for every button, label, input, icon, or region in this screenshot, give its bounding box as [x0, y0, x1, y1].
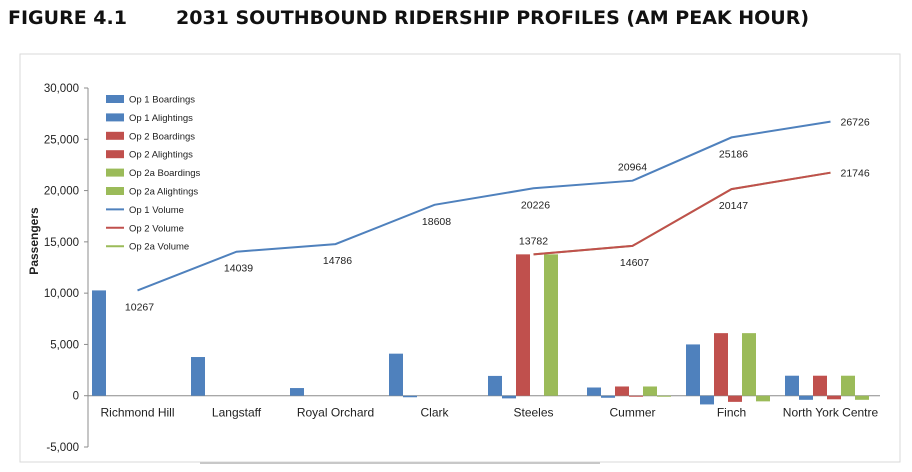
x-tick-label: Cummer [609, 406, 655, 420]
line-op-2-volume [533, 171, 831, 256]
y-tick-label: 15,000 [44, 237, 79, 249]
bar-op-1-boardings [686, 344, 700, 396]
bar-op-1-alightings [403, 395, 417, 398]
bar-op-1-alightings [502, 395, 516, 399]
data-labels: 10267 14039 14786 18608 20226 20964 25186 26726… [125, 117, 870, 314]
legend-label: Op 2a Volume [129, 242, 189, 253]
bar-op-1-alightings [700, 395, 714, 405]
y-tick-label: 20,000 [44, 186, 79, 198]
bar-op-2a-boardings [643, 386, 657, 396]
legend-label: Op 1 Volume [129, 205, 184, 216]
bar-op-2-alightings [827, 395, 841, 400]
bar-op-1-boardings [785, 375, 799, 396]
legend-label: Op 1 Alightings [129, 113, 193, 124]
bar-op-2a-alightings [657, 395, 671, 397]
y-tick-label: 25,000 [44, 134, 79, 146]
legend-swatch [106, 150, 124, 159]
figure-title: 2031 SOUTHBOUND RIDERSHIP PROFILES (AM P… [176, 7, 810, 29]
x-tick-label: Royal Orchard [297, 406, 374, 420]
y-tick-label: 10,000 [44, 288, 79, 300]
bar-op-2a-boardings [544, 254, 558, 396]
bar-op-2-boardings [516, 254, 530, 396]
legend-swatch [106, 131, 124, 140]
bar-op-1-boardings [290, 388, 304, 396]
x-tick-label: Clark [420, 406, 449, 420]
legend: Op 1 Boardings Op 1 Alightings Op 2 Boardi… [106, 95, 201, 253]
bar-op-1-boardings [92, 290, 106, 396]
legend-label: Op 2a Boardings [129, 168, 201, 179]
data-label: 14607 [620, 257, 649, 269]
legend-label: Op 2a Alightings [129, 187, 198, 198]
legend-swatch [106, 95, 124, 103]
bar-op-1-alightings [601, 395, 615, 398]
data-label: 13782 [519, 235, 548, 247]
bar-op-2-alightings [728, 395, 742, 402]
x-tick-label: Steeles [513, 406, 553, 420]
x-tick-label: North York Centre [783, 406, 879, 420]
bar-op-1-alightings [799, 395, 813, 400]
legend-label: Op 2 Volume [129, 223, 184, 234]
bar-op-2-boardings [813, 375, 827, 396]
data-label: 20964 [618, 162, 647, 174]
data-label: 18608 [422, 216, 451, 228]
data-label: 10267 [125, 301, 154, 313]
bar-op-2a-alightings [855, 395, 869, 400]
bar-op-2a-alightings [756, 395, 770, 402]
legend-swatch [106, 168, 124, 177]
bar-op-1-boardings [587, 387, 601, 396]
bar-op-2-boardings [615, 386, 629, 396]
y-tick-label: -5,000 [46, 442, 79, 454]
data-label: 20147 [719, 200, 748, 212]
bar-op-2a-boardings [742, 333, 756, 396]
data-label: 14786 [323, 255, 352, 267]
x-tick-label: Langstaff [212, 406, 262, 420]
bar-op-2a-boardings [841, 375, 855, 396]
y-tick-label: 30,000 [44, 83, 79, 95]
legend-label: Op 1 Boardings [129, 95, 195, 106]
line-op-1-volume [137, 120, 831, 292]
y-axis-label: Passengers [27, 207, 41, 275]
bar-op-1-boardings [389, 353, 403, 396]
data-label: 14039 [224, 263, 253, 275]
bars [92, 254, 869, 405]
bar-op-1-boardings [191, 357, 205, 396]
legend-label: Op 2 Alightings [129, 150, 193, 161]
y-tick-label: 5,000 [50, 339, 79, 351]
data-label: 21746 [841, 168, 870, 180]
y-tick-label: 0 [73, 391, 79, 403]
figure-number: FIGURE 4.1 [8, 7, 127, 29]
bar-op-2-boardings [714, 333, 728, 396]
x-tick-label: Richmond Hill [100, 406, 174, 420]
legend-swatch [106, 113, 124, 122]
bar-op-2-alightings [629, 395, 643, 397]
legend-label: Op 2 Boardings [129, 131, 195, 142]
volume-lines [137, 120, 831, 292]
bar-op-1-boardings [488, 375, 502, 396]
data-label: 25186 [719, 148, 748, 160]
data-label: 20226 [521, 199, 550, 211]
legend-swatch [106, 187, 124, 195]
data-label: 26726 [841, 117, 870, 129]
x-tick-label: Finch [717, 406, 746, 420]
